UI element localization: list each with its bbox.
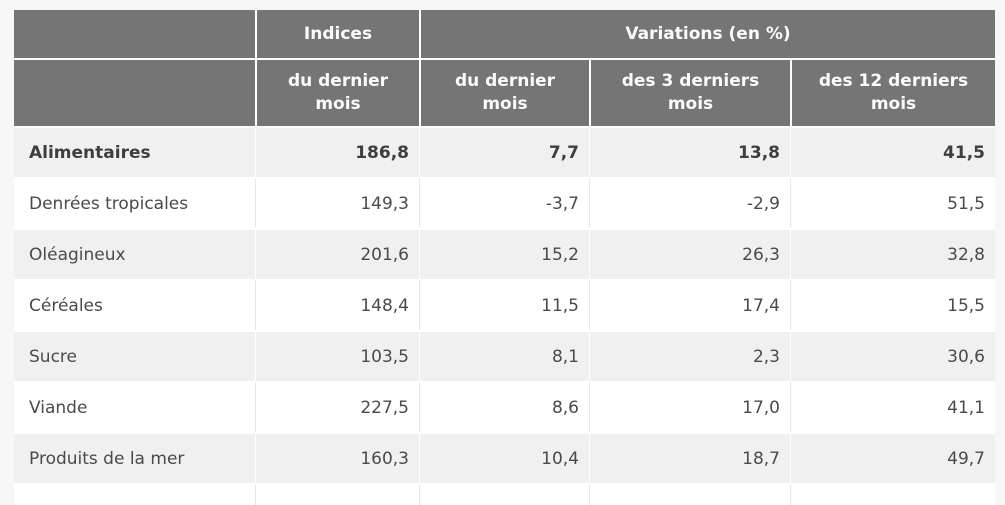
header-col-variation-dernier-mois: du dernier mois <box>419 58 589 126</box>
cell-var-12mois: 41,5 <box>790 126 995 177</box>
table-row-viande: Viande 227,5 8,6 17,0 41,1 <box>14 381 995 432</box>
row-label: Oléagineux <box>14 228 255 279</box>
cell-var-3mois: 17,0 <box>589 381 790 432</box>
row-label: Produits de la mer <box>14 432 255 483</box>
header-group-variations: Variations (en %) <box>419 10 995 58</box>
cell-var-12mois: 49,7 <box>790 432 995 483</box>
cell-var-3mois: 13,8 <box>589 126 790 177</box>
cell-var-3mois: 18,7 <box>589 432 790 483</box>
cell-var-mois: 10,4 <box>419 432 589 483</box>
table-row-clipped <box>14 483 995 505</box>
table-header: Indices Variations (en %) du dernier moi… <box>14 10 995 126</box>
cell-var-12mois: 15,5 <box>790 279 995 330</box>
header-group-row: Indices Variations (en %) <box>14 10 995 58</box>
cell-indice: 186,8 <box>255 126 419 177</box>
cell-indice: 227,5 <box>255 381 419 432</box>
table-body: Alimentaires 186,8 7,7 13,8 41,5 Denrées… <box>14 126 995 505</box>
cell-var-mois: 8,6 <box>419 381 589 432</box>
header-col-variation-3-mois: des 3 derniers mois <box>589 58 790 126</box>
cell-var-12mois: 51,5 <box>790 177 995 228</box>
header-col-indices-dernier-mois: du dernier mois <box>255 58 419 126</box>
cell-var-12mois: 41,1 <box>790 381 995 432</box>
row-label: Alimentaires <box>14 126 255 177</box>
row-label: Céréales <box>14 279 255 330</box>
cell-var-mois: 11,5 <box>419 279 589 330</box>
table-row-alimentaires: Alimentaires 186,8 7,7 13,8 41,5 <box>14 126 995 177</box>
cell-var-3mois: -2,9 <box>589 177 790 228</box>
header-sub-row: du dernier mois du dernier mois des 3 de… <box>14 58 995 126</box>
cell-indice: 148,4 <box>255 279 419 330</box>
cell-var-mois: 8,1 <box>419 330 589 381</box>
header-corner-cell <box>14 58 255 126</box>
cell-indice: 103,5 <box>255 330 419 381</box>
table-row-produits-de-la-mer: Produits de la mer 160,3 10,4 18,7 49,7 <box>14 432 995 483</box>
cell-var-3mois: 26,3 <box>589 228 790 279</box>
table-row-sucre: Sucre 103,5 8,1 2,3 30,6 <box>14 330 995 381</box>
cell-var-12mois: 32,8 <box>790 228 995 279</box>
row-label: Viande <box>14 381 255 432</box>
data-table: Indices Variations (en %) du dernier moi… <box>14 10 995 505</box>
header-group-indices: Indices <box>255 10 419 58</box>
table-row-oleagineux: Oléagineux 201,6 15,2 26,3 32,8 <box>14 228 995 279</box>
row-label: Denrées tropicales <box>14 177 255 228</box>
row-label: Sucre <box>14 330 255 381</box>
cell-indice: 160,3 <box>255 432 419 483</box>
cell-indice: 149,3 <box>255 177 419 228</box>
cell-var-mois: 15,2 <box>419 228 589 279</box>
cell-var-12mois: 30,6 <box>790 330 995 381</box>
cell-var-3mois: 2,3 <box>589 330 790 381</box>
commodity-index-table: Indices Variations (en %) du dernier moi… <box>14 10 995 505</box>
cell-var-mois: 7,7 <box>419 126 589 177</box>
cell-var-mois: -3,7 <box>419 177 589 228</box>
header-col-variation-12-mois: des 12 derniers mois <box>790 58 995 126</box>
table-row-denrees-tropicales: Denrées tropicales 149,3 -3,7 -2,9 51,5 <box>14 177 995 228</box>
cell-var-3mois: 17,4 <box>589 279 790 330</box>
table-row-cereales: Céréales 148,4 11,5 17,4 15,5 <box>14 279 995 330</box>
cell-indice: 201,6 <box>255 228 419 279</box>
header-corner-cell <box>14 10 255 58</box>
